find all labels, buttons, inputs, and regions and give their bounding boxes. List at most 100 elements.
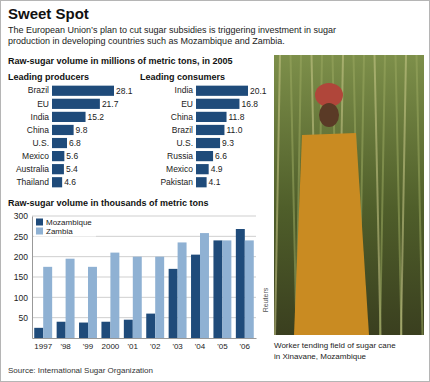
bar	[213, 240, 222, 338]
bar	[124, 320, 133, 338]
chart-title: Raw-sugar volume in thousands of metric …	[8, 198, 209, 208]
chart-title: Leading consumers	[140, 72, 225, 82]
y-axis-line	[32, 217, 33, 339]
legend-swatch	[36, 228, 43, 235]
bar	[52, 125, 74, 135]
bar	[57, 322, 66, 338]
bar	[66, 259, 75, 338]
bar	[43, 267, 52, 338]
frame	[1, 1, 430, 382]
y-tick: Mexico	[166, 164, 193, 174]
y-tick-label: Australia	[16, 164, 49, 174]
x-tick: '01	[128, 342, 139, 351]
bar	[178, 242, 187, 338]
chart-title: Leading producers	[8, 72, 89, 82]
photo-credit: Reuters	[262, 287, 269, 312]
y-tick-label: 300	[14, 211, 28, 221]
bar	[88, 267, 97, 338]
x-tick-label: '98	[60, 342, 71, 351]
photo-cane	[291, 55, 297, 335]
bar	[52, 164, 64, 174]
bar	[196, 86, 248, 96]
x-tick-label: '02	[150, 342, 161, 351]
bar	[191, 255, 200, 338]
y-tick: Brazil	[172, 125, 193, 135]
bar	[133, 257, 142, 338]
y-tick: India	[31, 112, 50, 122]
photo-cane	[380, 55, 385, 335]
legend-swatch	[36, 219, 43, 226]
y-axis: 50100150200250300	[14, 211, 33, 338]
y-tick: U.S.	[32, 138, 49, 148]
data-label: 5.6	[66, 151, 78, 161]
bars	[196, 86, 248, 188]
photo	[274, 55, 424, 335]
y-tick-label: 250	[14, 232, 28, 242]
data-label: 15.2	[88, 112, 105, 122]
y-tick-label: U.S.	[176, 138, 193, 148]
bar	[196, 164, 209, 174]
data-label: 4.6	[64, 177, 76, 187]
x-tick-label: '04	[195, 342, 206, 351]
chart: Raw-sugar volume in thousands of metric …	[8, 198, 257, 351]
x-tick: '05	[217, 342, 228, 351]
series	[43, 233, 254, 338]
x-tick: '06	[240, 342, 251, 351]
x-tick: '99	[83, 342, 94, 351]
y-tick: China	[27, 125, 49, 135]
y-tick: 200	[14, 252, 28, 262]
y-axis: BrazilEUIndiaChinaU.S.MexicoAustraliaTha…	[16, 85, 49, 186]
x-tick-label: 1997	[34, 342, 52, 351]
y-tick: Pakistan	[160, 177, 193, 187]
y-tick-label: Brazil	[172, 125, 193, 135]
y-tick: EU	[181, 99, 193, 109]
y-tick: 100	[14, 293, 28, 303]
y-tick: Thailand	[16, 177, 49, 187]
chart: Leading producersBrazilEUIndiaChinaU.S.M…	[8, 72, 133, 187]
subtitle: production in developing countries such …	[8, 36, 285, 46]
bar	[52, 112, 86, 122]
y-tick: 300	[14, 211, 28, 221]
y-tick: Russia	[167, 151, 193, 161]
y-tick: India	[175, 85, 194, 95]
bar	[196, 125, 224, 135]
y-tick-label: 100	[14, 293, 28, 303]
x-tick-label: '99	[83, 342, 94, 351]
y-tick-label: India	[31, 112, 50, 122]
legend-label: Zambia	[46, 227, 73, 236]
y-tick: U.S.	[176, 138, 193, 148]
x-tick: '03	[172, 342, 183, 351]
data-label: 5.4	[66, 164, 78, 174]
bar	[155, 257, 164, 338]
x-tick: '04	[195, 342, 206, 351]
chart: Leading consumers India EU China Brazil U.S. R…	[140, 72, 267, 187]
bar	[200, 233, 209, 338]
data-label: 9.3	[222, 138, 234, 148]
x-tick: 1997	[34, 342, 52, 351]
photo-cane	[275, 55, 280, 335]
data-label: 28.1	[116, 86, 133, 96]
y-tick-label: Brazil	[28, 85, 49, 95]
x-tick: '98	[60, 342, 71, 351]
bar	[52, 99, 100, 109]
photo-face	[319, 103, 339, 127]
y-tick-label: Mexico	[22, 151, 49, 161]
y-tick-label: China	[171, 112, 193, 122]
bar	[52, 151, 64, 161]
photo-cane	[396, 55, 402, 335]
figure: Sweet SpotThe European Union’s plan to c…	[0, 0, 430, 382]
x-tick: '02	[150, 342, 161, 351]
y-tick-label: India	[175, 85, 194, 95]
bar	[169, 269, 178, 338]
bar	[34, 328, 43, 338]
legend: MozambiqueZambia	[34, 218, 96, 237]
y-tick-label: Russia	[167, 151, 193, 161]
x-tick-label: '05	[217, 342, 228, 351]
bars	[34, 229, 254, 338]
x-axis: 1997'98'992000'01'02'03'04'05'06	[33, 339, 257, 351]
y-tick-label: China	[27, 125, 49, 135]
heading: Raw-sugar volume in millions of metric t…	[8, 56, 233, 66]
bar	[245, 240, 254, 338]
bar	[146, 314, 155, 338]
grid-line	[32, 216, 256, 217]
